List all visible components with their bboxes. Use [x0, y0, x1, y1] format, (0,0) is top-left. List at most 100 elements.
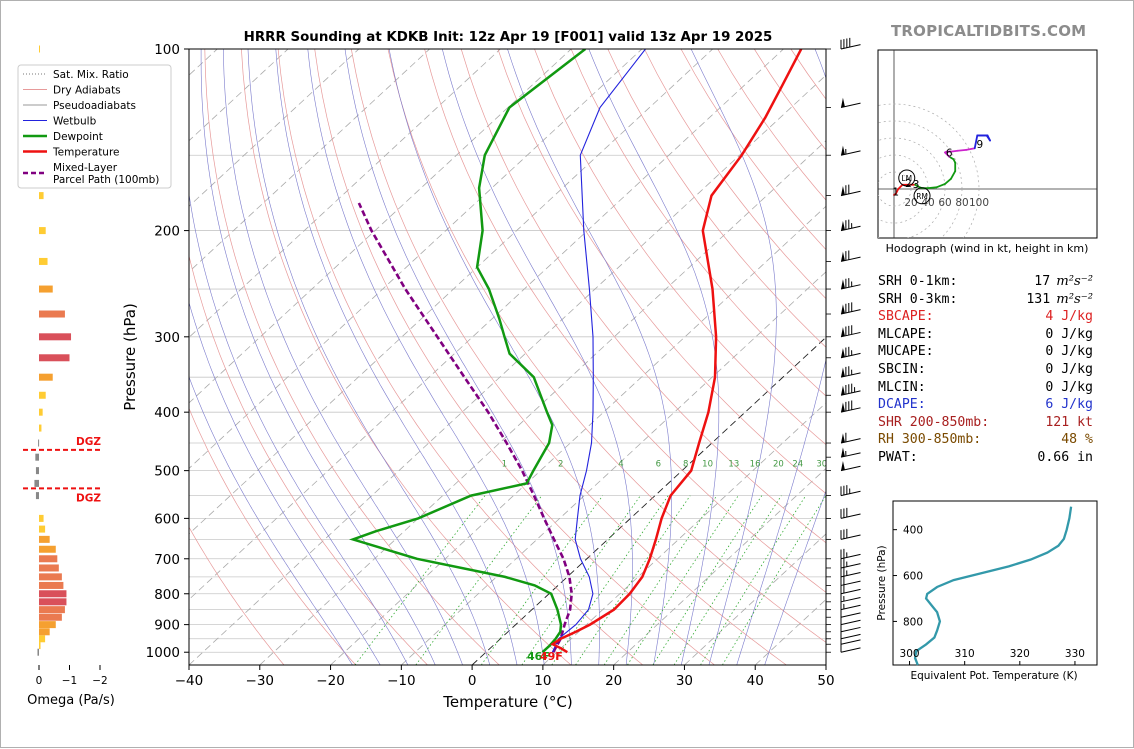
barb-pennant	[841, 348, 845, 358]
stat-value: 4 J/kg	[1045, 308, 1093, 326]
stat-row: RH 300-850mb: 48 %	[878, 431, 1093, 449]
legend-label-line: Parcel Path (100mb)	[53, 174, 159, 186]
legend-label: Wetbulb	[53, 116, 97, 128]
omega-bar	[39, 573, 62, 580]
y-tick-label: 300	[154, 330, 180, 346]
hodo-ring-label: 60	[938, 197, 951, 209]
legend-label: Pseudoadiabats	[53, 100, 136, 112]
mixing-ratio-label: 24	[792, 460, 803, 470]
hodo-height-label: 9	[977, 139, 984, 151]
omega-bar	[39, 354, 70, 361]
wind-barb	[841, 278, 861, 289]
wind-barb	[841, 250, 861, 261]
omega-bar	[34, 480, 39, 487]
stat-value-number: 0 J/kg	[1045, 327, 1093, 342]
stat-label: RH 300-850mb:	[878, 431, 981, 449]
barb-pennant	[841, 448, 845, 458]
mixing-ratio-label: 10	[702, 460, 713, 470]
barb-pennant	[841, 252, 845, 262]
theta-e-x-tick-label: 300	[900, 648, 920, 660]
isotherm	[260, 49, 925, 665]
surface-temperature-labels: 46F 49F	[527, 650, 563, 663]
wind-barb	[841, 584, 861, 594]
legend-label-line: Dewpoint	[53, 131, 103, 143]
moist-adiabat	[737, 49, 847, 665]
stat-value: 0 J/kg	[1045, 326, 1093, 344]
x-tick-label: −20	[316, 673, 345, 689]
omega-axis-label: Omega (Pa/s)	[27, 693, 115, 708]
y-tick-label: 500	[154, 464, 180, 480]
mixing-ratio-line	[701, 496, 806, 665]
hodo-height-label: 6	[946, 147, 953, 159]
legend-label-line: Pseudoadiabats	[53, 100, 136, 112]
omega-bar	[39, 642, 41, 649]
wind-barb	[841, 558, 861, 568]
mixing-ratio-label: 4	[618, 460, 623, 470]
barb-pennant	[841, 98, 845, 108]
stat-row: MLCIN:0 J/kg	[878, 379, 1093, 397]
stat-row: MUCAPE: 0 J/kg	[878, 343, 1093, 361]
mixing-ratio-label: 8	[683, 460, 688, 470]
barb-staff	[841, 613, 861, 617]
wind-barb	[841, 302, 861, 314]
stat-value: 6 J/kg	[1045, 396, 1093, 414]
y-tick-label: 900	[154, 618, 180, 634]
skew-t-profiles	[353, 49, 801, 652]
stat-value-number: 4 J/kg	[1045, 309, 1093, 324]
omega-bar	[38, 440, 39, 447]
isotherm	[189, 49, 854, 665]
x-tick-label: 50	[817, 673, 834, 689]
hodograph-frame	[878, 50, 1097, 238]
omega-bar	[39, 311, 65, 318]
omega-bar	[39, 392, 46, 399]
stat-value: 0 J/kg	[1045, 379, 1093, 397]
omega-bar	[39, 621, 56, 628]
omega-tick-label: 0	[36, 675, 43, 687]
stat-row: DCAPE:6 J/kg	[878, 396, 1093, 414]
wind-barb	[841, 448, 861, 458]
omega-bar	[37, 649, 39, 656]
stat-unit: m²s⁻²	[1056, 292, 1093, 307]
barb-pennant	[841, 279, 845, 289]
dewpoint-line	[353, 49, 585, 652]
x-tick-label: −10	[387, 673, 416, 689]
wind-barb	[841, 461, 861, 471]
wind-barb	[841, 98, 861, 108]
barb-pennant	[841, 327, 845, 337]
barb-pennant	[841, 221, 845, 231]
skew-t-frame	[189, 49, 826, 665]
stat-label: SHR 200-850mb:	[878, 414, 989, 432]
x-axis-label: Temperature (°C)	[442, 693, 572, 711]
theta-e-x-tick-label: 310	[955, 648, 975, 660]
y-tick-label: 200	[154, 224, 180, 240]
wind-barb	[841, 220, 861, 231]
x-tick-label: 30	[676, 673, 693, 689]
theta-e-x-tick-label: 330	[1065, 648, 1085, 660]
moist-adiabat	[161, 49, 381, 665]
mixing-ratio-line	[576, 496, 691, 665]
mixing-ratio-label: 20	[773, 460, 784, 470]
wind-barb	[841, 185, 861, 196]
stat-label: MUCAPE:	[878, 343, 934, 361]
stat-value: 0 J/kg	[1045, 343, 1093, 361]
moist-adiabat	[508, 49, 672, 665]
legend-label-line: Wetbulb	[53, 116, 97, 128]
stat-value-number: 17	[1034, 274, 1050, 289]
omega-tick-label: −2	[92, 675, 107, 687]
stat-value-number: 0.66 in	[1037, 450, 1093, 465]
legend-label: Sat. Mix. Ratio	[53, 69, 129, 81]
chart-title: HRRR Sounding at KDKB Init: 12z Apr 19 […	[244, 30, 773, 45]
stat-value-number: 48 %	[1061, 432, 1093, 447]
mixing-ratio-label: 6	[656, 460, 661, 470]
barb-pennant	[841, 186, 845, 196]
mixing-ratio-label: 2	[558, 460, 563, 470]
barb-pennant	[841, 368, 845, 378]
mixing-ratio-line	[653, 496, 762, 665]
dgz-label: DGZ	[76, 436, 101, 448]
barb-pennant	[841, 146, 845, 156]
theta-e-y-label: Pressure (hPa)	[876, 545, 888, 620]
omega-bar	[39, 333, 71, 340]
